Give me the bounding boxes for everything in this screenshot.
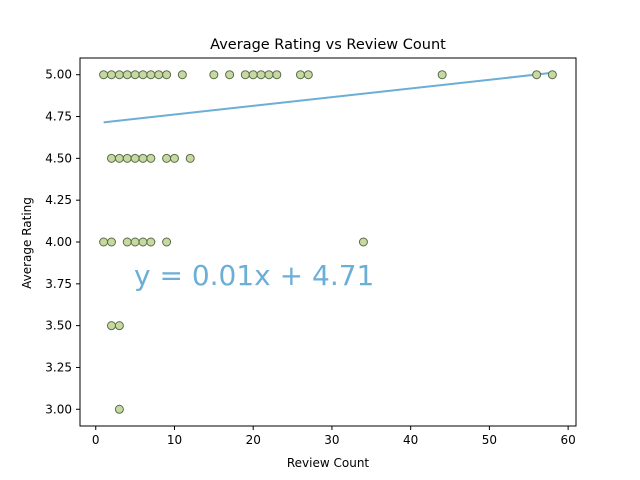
data-point (130, 153, 140, 163)
data-point (547, 70, 557, 80)
data-point (162, 70, 172, 80)
data-point (106, 153, 116, 163)
y-tick-label: 4.75 (45, 110, 72, 124)
data-point (209, 70, 219, 80)
y-tick-label: 3.00 (45, 402, 72, 416)
y-axis: 3.00 3.25 3.50 3.75 4.00 4.25 4.50 4.75 5.00 (45, 68, 80, 416)
data-point (264, 70, 274, 80)
data-point (138, 237, 148, 247)
y-axis-label: Average Rating (20, 197, 34, 289)
chart-title: Average Rating vs Review Count (210, 37, 446, 53)
data-point (256, 70, 266, 80)
data-point (154, 70, 164, 80)
y-tick-label: 4.25 (45, 193, 72, 207)
data-point (130, 237, 140, 247)
data-point (122, 70, 132, 80)
data-point (532, 70, 542, 80)
data-point (138, 70, 148, 80)
y-tick-label: 4.00 (45, 235, 72, 249)
data-point (114, 70, 124, 80)
x-tick-label: 60 (560, 433, 575, 447)
data-point (248, 70, 258, 80)
y-tick-label: 3.25 (45, 360, 72, 374)
trendline-group (103, 71, 553, 124)
x-tick-label: 30 (324, 433, 339, 447)
data-point (437, 70, 447, 80)
y-tick-label: 5.00 (45, 68, 72, 82)
x-tick-label: 20 (246, 433, 261, 447)
data-point (138, 153, 148, 163)
data-point (146, 70, 156, 80)
x-axis-label: Review Count (287, 456, 370, 470)
data-point (114, 321, 124, 331)
trendline (103, 71, 553, 124)
y-tick-label: 3.75 (45, 277, 72, 291)
data-point (225, 70, 235, 80)
data-point (106, 70, 116, 80)
data-point (99, 70, 109, 80)
data-point (240, 70, 250, 80)
trendline-equation: y = 0.01x + 4.71 (134, 259, 374, 292)
data-point (162, 153, 172, 163)
data-point (303, 70, 313, 80)
data-point (146, 237, 156, 247)
data-point (122, 237, 132, 247)
data-point (114, 153, 124, 163)
x-tick-label: 40 (403, 433, 418, 447)
data-point (106, 237, 116, 247)
data-point (358, 237, 368, 247)
x-tick-label: 10 (167, 433, 182, 447)
x-tick-label: 50 (482, 433, 497, 447)
data-point (130, 70, 140, 80)
data-point (106, 321, 116, 331)
data-point (162, 237, 172, 247)
y-tick-label: 3.50 (45, 319, 72, 333)
data-point (114, 404, 124, 414)
data-points (99, 70, 557, 414)
y-tick-label: 4.50 (45, 151, 72, 165)
data-point (272, 70, 282, 80)
data-point (169, 153, 179, 163)
x-axis: 0 10 20 30 40 50 60 (92, 426, 576, 447)
data-point (295, 70, 305, 80)
data-point (122, 153, 132, 163)
data-point (99, 237, 109, 247)
data-point (146, 153, 156, 163)
x-tick-label: 0 (92, 433, 100, 447)
data-point (177, 70, 187, 80)
data-point (185, 153, 195, 163)
